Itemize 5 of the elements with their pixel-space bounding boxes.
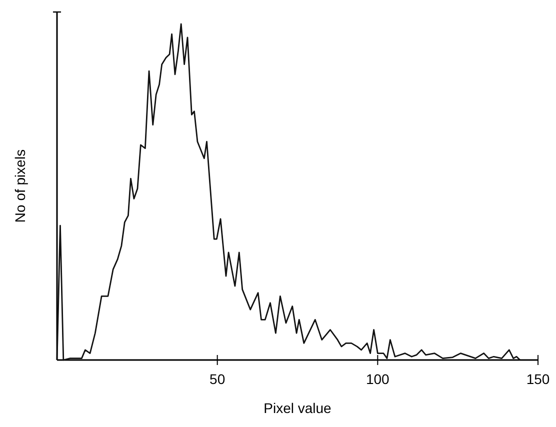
- x-tick-label: 150: [526, 371, 550, 387]
- y-axis-title: No of pixels: [12, 149, 28, 223]
- x-tick-label: 50: [210, 371, 226, 387]
- x-axis-title: Pixel value: [264, 400, 332, 416]
- x-tick-label: 100: [366, 371, 390, 387]
